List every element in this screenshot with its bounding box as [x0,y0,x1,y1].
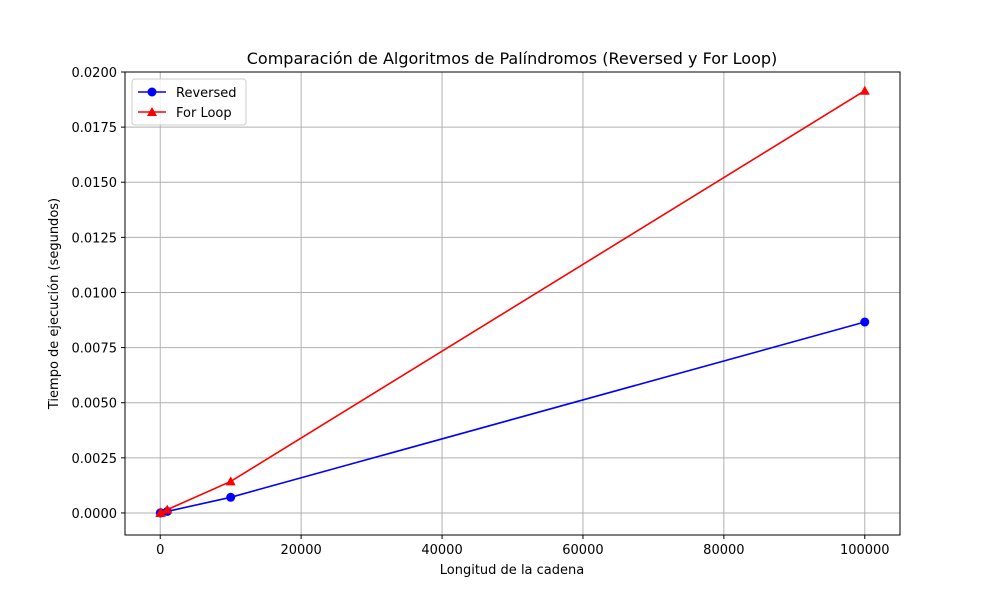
data-point-for-loop [155,507,166,517]
data-point-for-loop [162,504,173,514]
x-tick-label: 20000 [280,543,321,558]
legend-label: Reversed [176,86,237,101]
legend-box [131,78,247,126]
y-tick-label: 0.0150 [72,176,118,191]
series-for-loop [155,85,870,517]
legend-swatch-marker [147,87,157,97]
legend-item-reversed: Reversed [138,86,237,101]
y-tick-label: 0.0100 [72,286,118,301]
data-point-reversed [226,492,236,502]
x-tick-label: 100000 [840,543,890,558]
series-layer [155,85,870,518]
y-tick-label: 0.0200 [72,66,118,81]
y-tick-label: 0.0175 [72,121,118,136]
legend-item-for-loop: For Loop [138,106,232,121]
data-point-for-loop [225,476,236,486]
x-tick-label: 60000 [562,543,603,558]
data-point-reversed [860,317,870,327]
y-tick-label: 0.0050 [72,397,118,412]
legend-swatch-marker [147,107,157,116]
legend-label: For Loop [176,106,232,121]
y-tick-label: 0.0025 [72,452,118,467]
x-tick-label: 0 [156,543,164,558]
chart-title: Comparación de Algoritmos de Palíndromos… [247,49,778,68]
legend: Reversed For Loop [131,78,247,126]
ticks: 0 20000 40000 60000 80000 100000 0.0000 0.0025 0… [72,66,890,558]
y-tick-label: 0.0075 [72,342,118,357]
plot-frame [124,71,901,536]
y-tick-label: 0.0000 [72,507,118,522]
y-tick-label: 0.0125 [72,231,118,246]
x-tick-label: 40000 [421,543,462,558]
x-tick-label: 80000 [703,543,744,558]
y-axis-label: Tiempo de ejecución (segundos) [47,198,62,410]
data-point-for-loop [859,85,870,95]
x-axis-label: Longitud de la cadena [440,563,584,578]
